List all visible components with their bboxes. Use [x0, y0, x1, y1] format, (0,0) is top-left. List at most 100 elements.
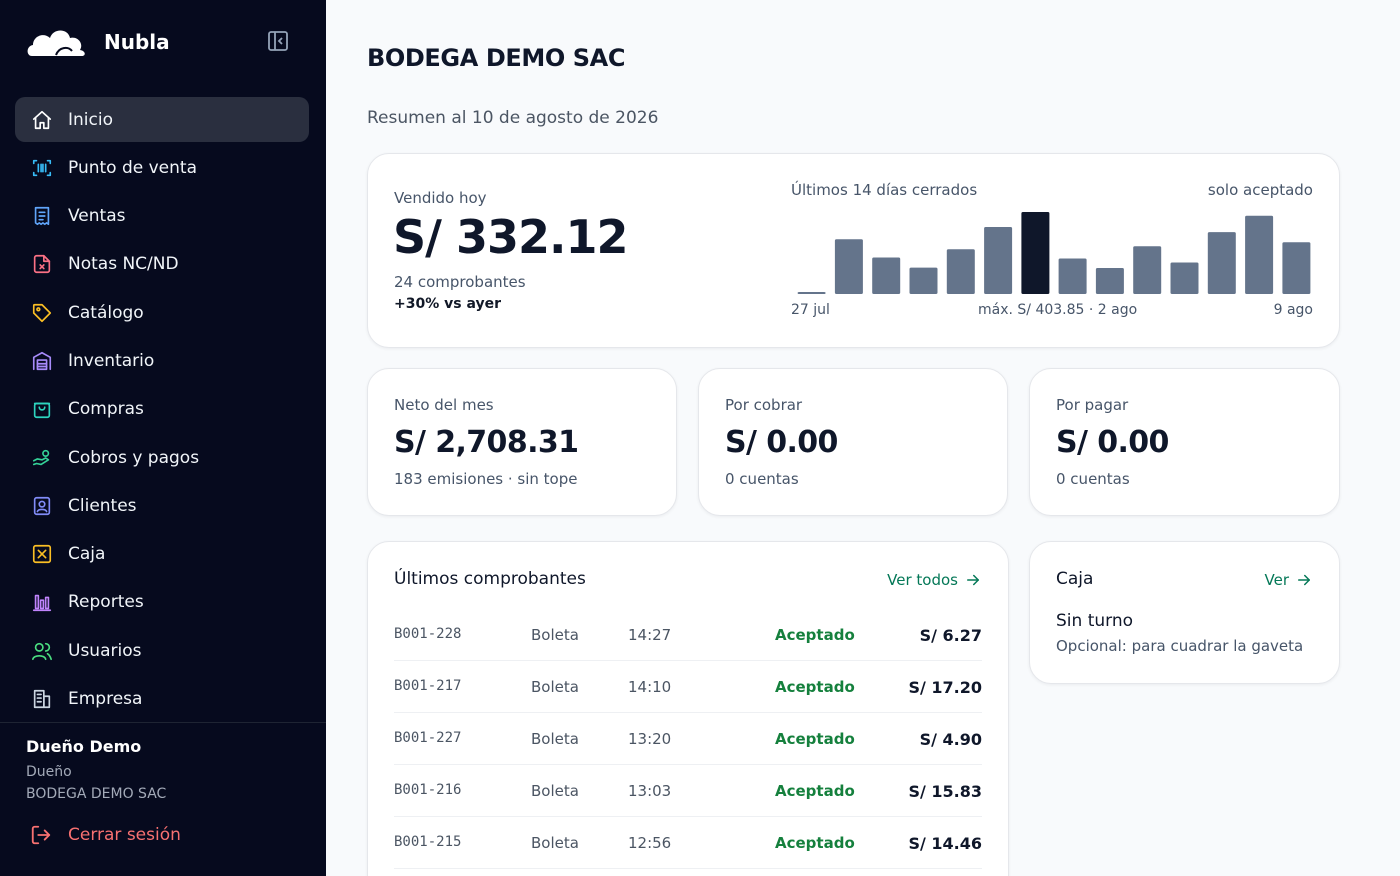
- recent-receipts-card: Últimos comprobantes Ver todos B001-228 B…: [367, 541, 1009, 876]
- receipt-row[interactable]: B001-227 Boleta 13:20 Aceptado S/ 4.90: [394, 713, 982, 765]
- file-x-icon: [30, 252, 54, 276]
- logout-button[interactable]: Cerrar sesión: [30, 824, 181, 846]
- warehouse-icon: [30, 349, 54, 373]
- chart-title: Últimos 14 días cerrados: [791, 181, 978, 199]
- sidebar-item-ventas[interactable]: Ventas: [15, 194, 309, 239]
- chart-bar-31-jul[interactable]: [946, 249, 975, 294]
- chart-bar-9-ago[interactable]: [1282, 242, 1311, 294]
- home-icon: [30, 108, 54, 132]
- stat-value: S/ 0.00: [1056, 425, 1169, 460]
- receipt-status: Aceptado: [775, 626, 855, 644]
- chart-bar-27-jul[interactable]: [797, 292, 826, 294]
- sidebar-item-cobros-y-pagos[interactable]: Cobros y pagos: [15, 435, 309, 480]
- stat-label: Neto del mes: [394, 396, 494, 414]
- receipt-status: Aceptado: [775, 782, 855, 800]
- cash-register-note: Opcional: para cuadrar la gaveta: [1056, 637, 1304, 655]
- sidebar-item-label: Caja: [68, 544, 106, 565]
- sidebar-item-label: Cobros y pagos: [68, 447, 200, 468]
- chart-bar-30-jul[interactable]: [909, 267, 938, 294]
- sidebar-item-catalogo[interactable]: Catálogo: [15, 290, 309, 335]
- receipt-amount: S/ 14.46: [908, 834, 982, 853]
- receipt-type: Boleta: [531, 626, 579, 644]
- receipt-row[interactable]: B001-228 Boleta 14:27 Aceptado S/ 6.27: [394, 609, 982, 661]
- sidebar-item-label: Reportes: [68, 592, 144, 613]
- receipt-amount: S/ 17.20: [908, 678, 982, 697]
- collapse-sidebar-button[interactable]: [266, 29, 290, 53]
- stat-label: Por pagar: [1056, 396, 1129, 414]
- receipt-row[interactable]: B001-215 Boleta 12:56 Aceptado S/ 14.46: [394, 817, 982, 869]
- sidebar-item-empresa[interactable]: Empresa: [15, 677, 309, 722]
- sales-today-card: Vendido hoy S/ 332.12 24 comprobantes +3…: [367, 153, 1340, 348]
- sales-today-count: 24 comprobantes: [394, 273, 526, 291]
- chart-bar-1-ago[interactable]: [984, 227, 1013, 294]
- receipt-type: Boleta: [531, 782, 579, 800]
- bar-chart-icon: [30, 590, 54, 614]
- user-company: BODEGA DEMO SAC: [26, 786, 167, 802]
- view-all-link[interactable]: Ver todos: [887, 571, 982, 589]
- sidebar-item-inventario[interactable]: Inventario: [15, 338, 309, 383]
- receipt-status: Aceptado: [775, 834, 855, 852]
- shopping-bag-icon: [30, 397, 54, 421]
- chart-bar-28-jul[interactable]: [834, 239, 863, 294]
- sidebar-item-reportes[interactable]: Reportes: [15, 580, 309, 625]
- logout-icon: [31, 825, 51, 845]
- arrow-right-icon: [1298, 574, 1310, 586]
- chart-bar-8-ago[interactable]: [1245, 215, 1274, 294]
- receipt-number: B001-217: [394, 678, 462, 694]
- sidebar-item-caja[interactable]: Caja: [15, 532, 309, 577]
- stat-value: S/ 2,708.31: [394, 425, 579, 460]
- sidebar-item-punto-de-venta[interactable]: Punto de venta: [15, 145, 309, 190]
- receipt-type: Boleta: [531, 730, 579, 748]
- cash-box-icon: [30, 542, 54, 566]
- sales-today-delta: +30% vs ayer: [394, 296, 501, 312]
- sidebar-item-usuarios[interactable]: Usuarios: [15, 628, 309, 673]
- chart-bar-3-ago[interactable]: [1058, 258, 1087, 295]
- page-title: BODEGA DEMO SAC: [367, 44, 626, 72]
- stat-sub: 0 cuentas: [725, 470, 799, 488]
- sidebar-nav: Inicio Punto de venta Ventas Notas NC/ND Cat…: [15, 97, 309, 725]
- chart-bar-5-ago[interactable]: [1133, 246, 1162, 294]
- sidebar-item-compras[interactable]: Compras: [15, 387, 309, 432]
- users-icon: [30, 639, 54, 663]
- receipt-row[interactable]: B001-217 Boleta 14:10 Aceptado S/ 17.20: [394, 661, 982, 713]
- tag-icon: [30, 301, 54, 325]
- sidebar-divider: [0, 722, 326, 723]
- sidebar-collapse-icon: [268, 31, 288, 51]
- app-name: Nubla: [104, 30, 170, 54]
- chart-end-label: 9 ago: [1273, 302, 1313, 318]
- sidebar-item-inicio[interactable]: Inicio: [15, 97, 309, 142]
- receipt-amount: S/ 4.90: [919, 730, 982, 749]
- receipt-row[interactable]: B001-216 Boleta 13:03 Aceptado S/ 15.83: [394, 765, 982, 817]
- sidebar-item-label: Punto de venta: [68, 157, 198, 178]
- receipt-number: B001-215: [394, 834, 462, 850]
- hand-coins-icon: [30, 446, 54, 470]
- chart-max-label: máx. S/ 403.85 · 2 ago: [978, 302, 1138, 318]
- chart-bar-2-ago[interactable]: [1021, 212, 1050, 294]
- building-icon: [30, 687, 54, 711]
- receipt-time: 14:10: [628, 678, 672, 696]
- receipt-time: 14:27: [628, 626, 672, 644]
- stat-value: S/ 0.00: [725, 425, 838, 460]
- chart-bar-6-ago[interactable]: [1170, 262, 1199, 295]
- chart-bar-4-ago[interactable]: [1095, 268, 1124, 294]
- stat-sub: 183 emisiones · sin tope: [394, 470, 578, 488]
- receipt-status: Aceptado: [775, 678, 855, 696]
- user-name: Dueño Demo: [26, 737, 142, 756]
- chart-bar-7-ago[interactable]: [1207, 232, 1236, 294]
- receipt-time: 13:20: [628, 730, 672, 748]
- cash-register-view-link[interactable]: Ver: [1265, 571, 1314, 589]
- sales-today-label: Vendido hoy: [394, 189, 487, 207]
- contact-icon: [30, 494, 54, 518]
- sidebar-item-label: Compras: [68, 399, 144, 420]
- sidebar-item-notas-nc-nd[interactable]: Notas NC/ND: [15, 242, 309, 287]
- cloud-logo-icon: [27, 30, 85, 56]
- cash-register-title: Caja: [1056, 569, 1094, 589]
- receipt-amount: S/ 6.27: [919, 626, 982, 645]
- brand[interactable]: Nubla: [26, 22, 170, 62]
- sidebar-item-clientes[interactable]: Clientes: [15, 483, 309, 528]
- sidebar-item-label: Clientes: [68, 495, 137, 516]
- sidebar-item-label: Notas NC/ND: [68, 254, 179, 275]
- receipt-number: B001-227: [394, 730, 462, 746]
- chart-bar-29-jul[interactable]: [872, 257, 901, 295]
- receipt-type: Boleta: [531, 834, 579, 852]
